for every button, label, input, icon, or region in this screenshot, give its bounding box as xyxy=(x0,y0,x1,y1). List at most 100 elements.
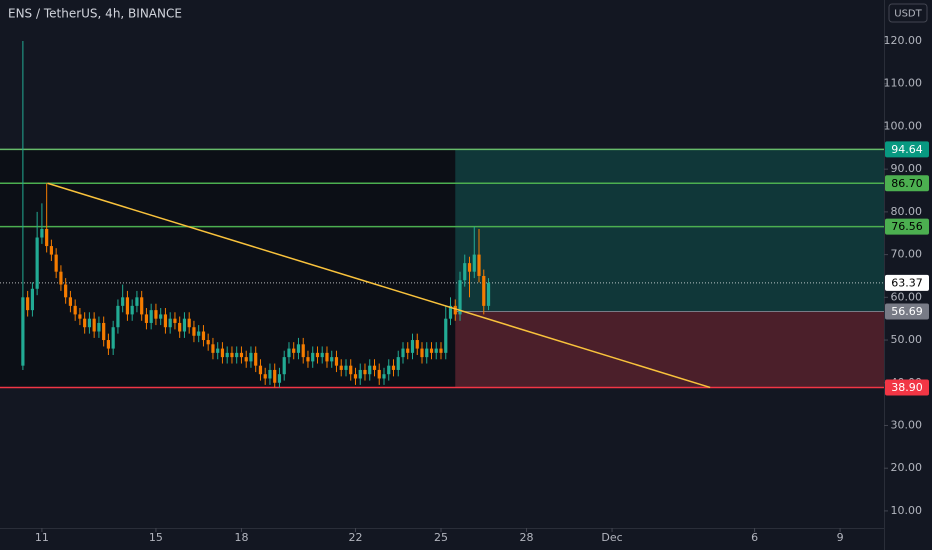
candle-body xyxy=(59,271,63,285)
y-tick-label: 120.00 xyxy=(884,34,923,47)
candle-body xyxy=(372,365,377,370)
candle-body xyxy=(135,297,139,306)
candle-body xyxy=(173,318,177,323)
candle-body xyxy=(415,340,419,349)
price-label-bg xyxy=(885,379,929,396)
candle-body xyxy=(178,322,182,332)
candle-body xyxy=(26,297,30,311)
candle-body xyxy=(363,369,367,375)
candle-body xyxy=(282,357,286,375)
candle-body xyxy=(187,318,191,328)
x-tick-label: 18 xyxy=(234,531,248,544)
candle-body xyxy=(144,314,149,323)
candle-body xyxy=(353,374,358,379)
candle-body xyxy=(254,352,258,366)
candle-body xyxy=(401,348,405,358)
candle-body xyxy=(35,237,39,289)
candle-body xyxy=(249,352,253,362)
price-label: 76.56 xyxy=(891,220,923,233)
x-tick-label: 25 xyxy=(434,531,448,544)
candle-body xyxy=(211,344,215,353)
candle-body xyxy=(439,348,443,353)
candle-body xyxy=(225,352,229,358)
candle-body xyxy=(486,282,491,306)
candle-body xyxy=(311,352,315,362)
candle-body xyxy=(49,246,53,255)
candle-body xyxy=(121,297,125,306)
candle-body xyxy=(102,322,106,341)
candle-body xyxy=(482,275,486,306)
candle-body xyxy=(54,254,58,272)
candle-body xyxy=(40,228,44,238)
candle-body xyxy=(201,331,206,341)
candle-body xyxy=(448,305,453,319)
candle-body xyxy=(387,365,391,375)
candle-body xyxy=(301,344,305,358)
candle-body xyxy=(320,352,324,358)
candle-body xyxy=(45,228,49,247)
currency-button[interactable] xyxy=(888,3,928,23)
candle-body xyxy=(106,340,111,349)
candle-body xyxy=(263,374,267,379)
y-tick-label: 110.00 xyxy=(884,77,923,90)
price-label: 94.64 xyxy=(891,143,923,156)
candle-body xyxy=(125,297,130,315)
candle-body xyxy=(92,318,96,332)
y-tick-label: 90.00 xyxy=(891,162,923,175)
candle-body xyxy=(140,297,144,315)
candle-body xyxy=(349,365,353,375)
candle-body xyxy=(434,348,438,353)
candle-body xyxy=(268,369,272,379)
price-label-bg xyxy=(885,141,929,158)
price-label: 38.90 xyxy=(891,381,923,394)
price-label-bg xyxy=(885,274,929,291)
x-tick-label: 11 xyxy=(35,531,49,544)
candle-body xyxy=(334,357,339,366)
candle-body xyxy=(292,348,296,353)
candle-body xyxy=(425,348,429,358)
candle-body xyxy=(83,318,87,328)
currency-label[interactable]: USDT xyxy=(894,9,922,20)
candle-body xyxy=(197,331,201,336)
candle-body xyxy=(315,352,320,358)
candle-body xyxy=(368,365,372,375)
candle-body xyxy=(244,357,248,362)
price-label: 86.70 xyxy=(891,177,923,190)
x-tick-label: 28 xyxy=(520,531,534,544)
candle-body xyxy=(382,374,386,379)
candle-body xyxy=(472,254,476,272)
candle-body xyxy=(396,357,400,370)
price-label-bg xyxy=(885,303,929,320)
y-tick-label: 60.00 xyxy=(891,290,923,303)
candle-body xyxy=(277,374,282,383)
chart-title: ENS / TetherUS, 4h, BINANCE xyxy=(8,7,182,21)
candle-body xyxy=(453,305,457,315)
candle-body xyxy=(206,340,210,345)
candle-body xyxy=(339,365,343,370)
x-tick-label: Dec xyxy=(601,531,622,544)
x-tick-label: 6 xyxy=(751,531,758,544)
candle-body xyxy=(235,352,239,358)
candle-body xyxy=(358,369,362,379)
y-tick-label: 10.00 xyxy=(891,504,923,517)
price-label: 56.69 xyxy=(891,305,923,318)
candle-body xyxy=(463,263,467,281)
candle-body xyxy=(149,310,153,323)
y-tick-label: 20.00 xyxy=(891,461,923,474)
candle-body xyxy=(420,348,424,358)
profit-zone xyxy=(455,149,884,312)
candle-body xyxy=(30,288,35,311)
candle-body xyxy=(258,365,263,375)
candle-body xyxy=(159,314,163,319)
candle-body xyxy=(68,297,73,306)
y-tick-label: 80.00 xyxy=(891,205,923,218)
candle-body xyxy=(21,297,25,366)
candle-body xyxy=(130,305,134,315)
candle-body xyxy=(410,340,415,353)
candle-body xyxy=(330,357,334,362)
candle-body xyxy=(325,352,329,362)
candle-body xyxy=(87,318,92,328)
trendline xyxy=(47,182,711,389)
candle-body xyxy=(391,365,396,370)
